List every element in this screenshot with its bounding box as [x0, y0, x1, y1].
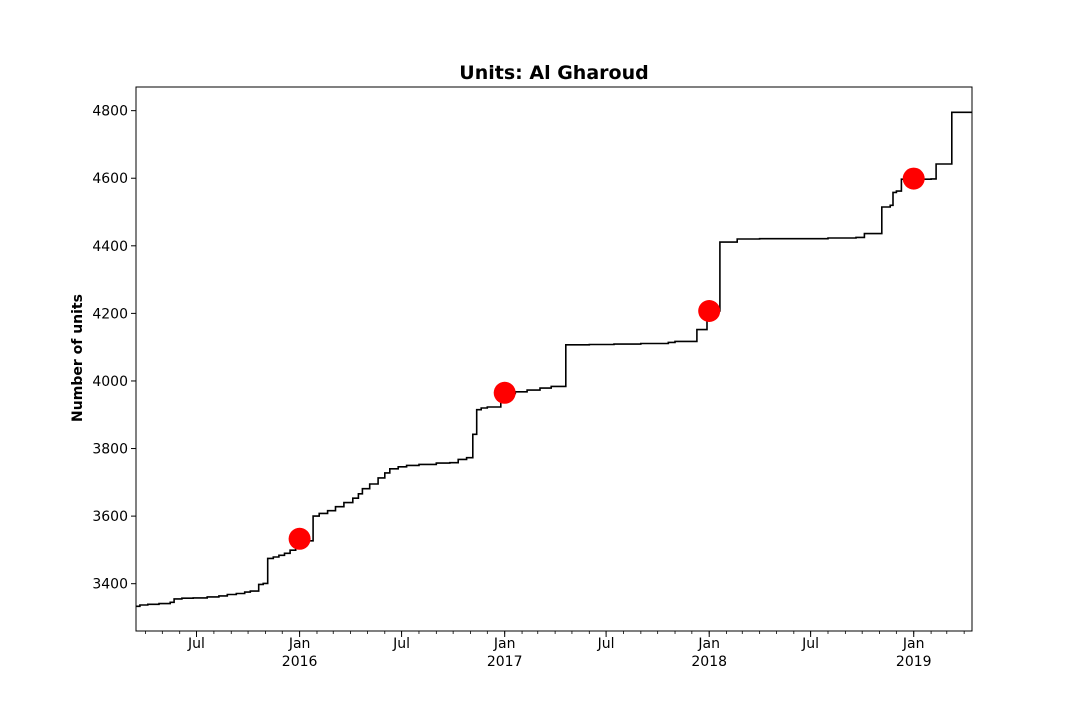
marker-point-1 — [493, 381, 516, 404]
series-line-0 — [136, 111, 972, 608]
y-tick-label-7: 4800 — [92, 104, 128, 120]
y-tick-label-3: 4000 — [92, 374, 128, 390]
x-tick-label-0: Jul — [187, 636, 205, 652]
y-tick-label-2: 3800 — [92, 442, 128, 458]
y-tick-label-1: 3600 — [92, 509, 128, 525]
marker-point-2 — [698, 300, 721, 322]
y-tick-label-5: 4400 — [92, 239, 128, 255]
x-tick-year-1: 2016 — [282, 654, 318, 670]
x-tick-label-4: Jul — [597, 636, 615, 652]
plot-area — [136, 111, 972, 608]
x-tick-label-7: Jan — [902, 636, 925, 652]
marker-point-3 — [902, 167, 925, 190]
y-tick-label-6: 4600 — [92, 171, 128, 187]
chart-title: Units: Al Gharoud — [459, 62, 648, 84]
x-tick-label-5: Jan — [697, 636, 720, 652]
plot-frame — [135, 86, 973, 632]
x-tick-year-7: 2019 — [896, 654, 932, 670]
x-tick-label-6: Jul — [801, 636, 819, 652]
y-axis-label: Number of units — [70, 294, 86, 422]
marker-point-0 — [288, 527, 311, 550]
x-tick-year-3: 2017 — [487, 654, 523, 670]
y-tick-label-0: 3400 — [92, 577, 128, 593]
x-tick-label-2: Jul — [392, 636, 410, 652]
y-tick-label-4: 4200 — [92, 306, 128, 322]
x-tick-year-5: 2018 — [691, 654, 727, 670]
axes: 3400 3600 3800 4000 4200 4400 4600 4800 Jul Jan 20… — [92, 104, 965, 670]
x-tick-label-3: Jan — [493, 636, 516, 652]
x-tick-label-1: Jan — [288, 636, 311, 652]
